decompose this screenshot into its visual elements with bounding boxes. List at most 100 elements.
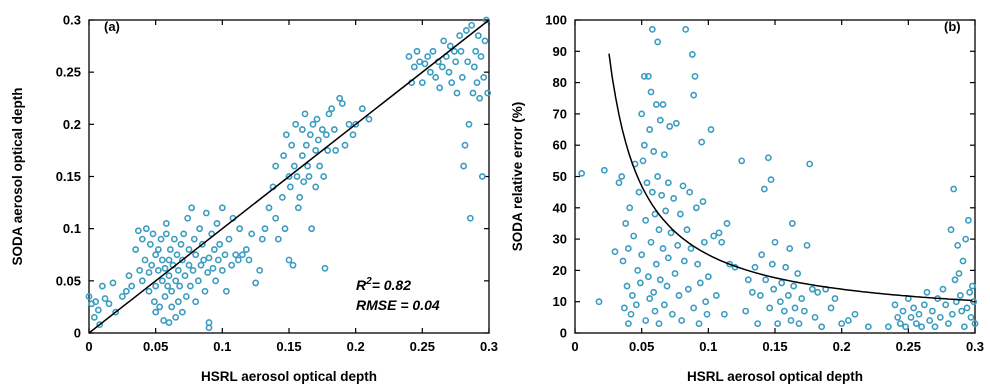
data-point	[416, 58, 424, 66]
data-point	[960, 323, 968, 331]
data-point	[660, 151, 668, 158]
data-point	[210, 246, 218, 253]
data-point	[642, 216, 650, 224]
data-point	[478, 173, 486, 180]
data-point	[461, 141, 469, 149]
data-point	[642, 317, 650, 324]
data-point	[458, 73, 466, 81]
data-point	[692, 204, 700, 212]
data-point	[950, 185, 958, 193]
data-point	[213, 220, 221, 227]
data-point	[128, 282, 136, 290]
data-point	[838, 320, 846, 328]
panel-a: 0 0.05 0.1 0.15 0.2 0.25 0.3 0 0.05 0.1 0.15 0.2 0.2…	[10, 13, 498, 385]
data-point	[760, 185, 768, 193]
data-point	[410, 63, 418, 71]
data-point	[274, 235, 282, 243]
data-point	[149, 230, 157, 238]
data-point	[646, 295, 654, 302]
data-point	[618, 173, 626, 180]
data-point	[450, 47, 458, 55]
x-axis-title: HSRL aerosol optical depth	[201, 369, 377, 384]
data-point	[782, 263, 790, 271]
data-point	[710, 232, 718, 240]
data-point	[931, 323, 939, 331]
data-point	[460, 162, 468, 170]
data-point	[180, 230, 188, 238]
data-point	[811, 313, 819, 321]
data-point	[651, 210, 659, 218]
data-point	[970, 298, 978, 306]
data-point	[912, 320, 920, 328]
data-point	[178, 256, 186, 264]
data-point	[452, 58, 460, 66]
y-tick-label: 30	[553, 232, 567, 247]
data-point	[152, 308, 160, 316]
x-tick-label: 0.15	[276, 339, 301, 354]
data-point	[122, 287, 130, 295]
y-tick-label: 20	[553, 263, 567, 278]
data-point	[201, 287, 209, 295]
data-point	[632, 301, 640, 309]
data-point	[699, 198, 707, 205]
data-point	[791, 304, 799, 312]
y-tick-label: 60	[553, 138, 567, 153]
data-point	[242, 246, 250, 253]
data-point	[318, 126, 326, 133]
data-point	[161, 264, 169, 272]
data-point	[138, 277, 146, 285]
x-tick-label: 0.2	[347, 339, 365, 354]
x-axis-title: HSRL aerosol optical depth	[687, 369, 863, 384]
data-point	[762, 276, 770, 284]
x-tick-label: 0.2	[833, 339, 851, 354]
data-point	[214, 256, 222, 264]
data-point	[221, 251, 229, 259]
data-point	[313, 115, 321, 123]
data-point	[702, 298, 710, 306]
data-point	[682, 25, 690, 33]
data-point	[177, 240, 185, 248]
data-point	[184, 214, 192, 222]
data-point	[742, 307, 750, 315]
data-point	[309, 120, 317, 128]
data-point	[336, 94, 344, 102]
data-point	[196, 225, 204, 233]
data-point	[92, 298, 100, 306]
data-point	[154, 266, 162, 274]
data-point	[615, 179, 623, 187]
data-point	[225, 235, 233, 243]
data-point	[622, 220, 630, 227]
data-point	[328, 105, 336, 113]
data-point	[768, 260, 776, 268]
data-point	[780, 307, 788, 315]
data-point	[794, 270, 802, 277]
data-point	[466, 214, 474, 222]
data-point	[320, 173, 328, 180]
data-point	[172, 313, 180, 321]
data-point	[676, 210, 684, 218]
data-point	[915, 310, 923, 318]
data-point	[928, 307, 936, 315]
data-point	[252, 279, 260, 287]
data-point	[174, 298, 182, 306]
data-point	[659, 245, 667, 252]
y-axis-title: SODA relative error (%)	[510, 102, 525, 252]
data-point	[667, 229, 675, 237]
data-point	[926, 317, 934, 324]
data-point	[154, 246, 162, 253]
data-point	[748, 288, 756, 296]
data-point	[338, 100, 346, 107]
data-point	[192, 298, 200, 306]
data-point	[966, 288, 974, 296]
data-point	[963, 304, 971, 312]
data-point	[298, 126, 306, 133]
data-point	[282, 131, 290, 139]
data-point	[456, 32, 464, 40]
data-point	[754, 320, 762, 328]
data-point	[655, 226, 663, 234]
data-point	[288, 141, 296, 149]
data-point	[312, 183, 320, 191]
x-tick-label: 0.25	[896, 339, 921, 354]
data-point	[281, 225, 289, 233]
data-point	[958, 307, 966, 315]
